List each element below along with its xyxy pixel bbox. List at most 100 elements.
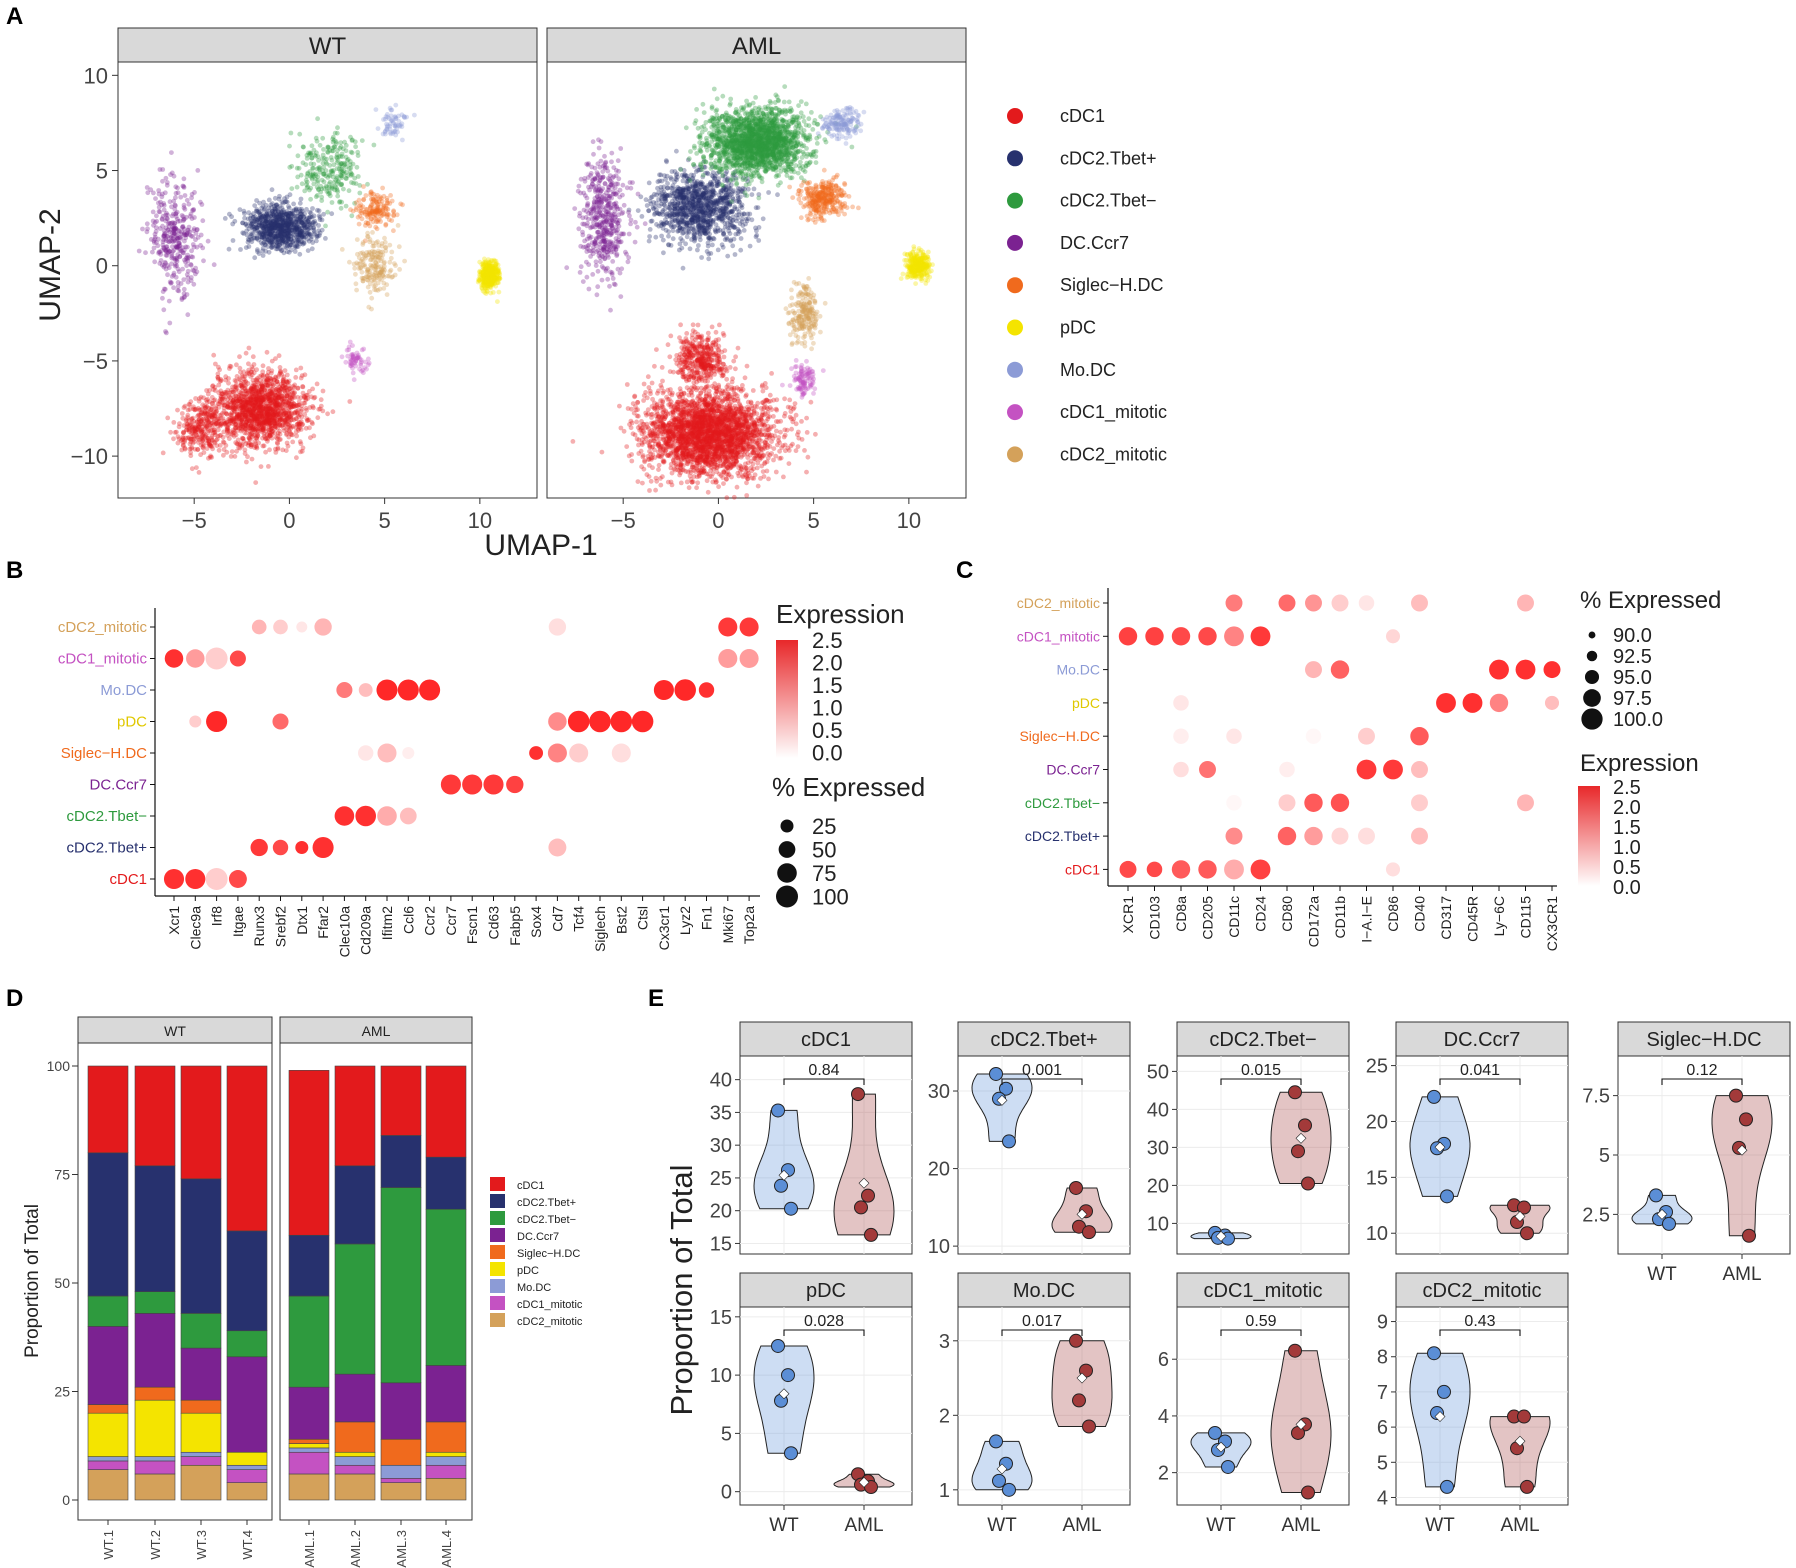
umap-point	[264, 373, 270, 379]
umap-point	[343, 148, 349, 154]
umap-point	[300, 421, 305, 427]
umap-point	[250, 412, 256, 418]
umap-point	[249, 434, 255, 440]
umap-point	[363, 223, 368, 228]
umap-point	[165, 272, 170, 278]
umap-point	[265, 412, 271, 418]
umap-point	[274, 420, 280, 425]
umap-point	[297, 251, 303, 257]
y-tick-label: 0	[96, 254, 108, 279]
umap-point	[253, 387, 258, 393]
umap-point	[282, 239, 288, 245]
umap-point	[245, 400, 251, 405]
umap-point	[252, 402, 258, 408]
umap-point	[492, 270, 498, 276]
umap-point	[238, 382, 244, 388]
umap-point	[175, 440, 181, 446]
umap-point	[223, 390, 229, 395]
umap-point	[678, 480, 684, 486]
umap-point	[239, 443, 245, 449]
umap-point	[268, 427, 274, 433]
umap-point	[259, 389, 265, 395]
umap-point	[260, 421, 266, 426]
umap-point	[291, 401, 297, 407]
umap-point	[144, 221, 150, 227]
umap-point	[485, 267, 490, 272]
umap-point	[184, 263, 190, 268]
umap-point	[286, 434, 292, 440]
umap-point	[169, 261, 175, 267]
umap-point	[225, 387, 231, 393]
umap-point	[293, 375, 299, 380]
umap-point	[253, 443, 259, 449]
umap-point	[303, 425, 309, 431]
umap-point	[366, 252, 371, 258]
umap-point	[412, 112, 417, 118]
umap-point	[330, 409, 336, 415]
umap-point	[172, 206, 178, 212]
umap-point	[290, 231, 295, 237]
umap-point	[232, 406, 238, 412]
umap-point	[329, 211, 335, 217]
umap-point	[179, 411, 185, 416]
umap-point	[211, 398, 217, 403]
umap-point	[254, 412, 259, 418]
umap-point	[226, 416, 231, 422]
y-tick-label: −10	[71, 444, 108, 469]
umap-point	[308, 196, 313, 202]
umap-point	[223, 410, 229, 416]
umap-point	[349, 180, 354, 185]
umap-point	[179, 447, 185, 453]
umap-point	[284, 403, 290, 408]
umap-point	[240, 397, 246, 403]
umap-point	[226, 422, 231, 428]
umap-point	[219, 396, 225, 402]
umap-point	[349, 150, 355, 156]
umap-point	[175, 252, 181, 258]
umap-point	[190, 242, 196, 247]
umap-point	[339, 354, 345, 360]
umap-point	[280, 447, 286, 453]
umap-point	[226, 376, 231, 381]
umap-point	[184, 197, 190, 203]
umap-point	[230, 389, 236, 395]
umap-point	[305, 230, 311, 236]
umap-point	[314, 138, 320, 144]
umap-point	[272, 377, 277, 383]
umap-point	[198, 427, 204, 433]
umap-point	[294, 433, 299, 439]
umap-point	[185, 268, 191, 274]
umap-point	[264, 349, 270, 355]
umap-point	[398, 201, 404, 207]
umap-point	[173, 274, 179, 280]
facet-label-wt: WT	[309, 33, 347, 60]
umap-point	[349, 172, 355, 178]
umap-point	[771, 457, 776, 463]
umap-point	[248, 369, 254, 375]
umap-point	[190, 424, 196, 430]
umap-point	[373, 107, 379, 112]
umap-point	[260, 405, 266, 410]
umap-point	[180, 214, 186, 220]
umap-point	[243, 410, 249, 416]
umap-point	[292, 395, 297, 400]
umap-point	[267, 409, 273, 414]
umap-point	[347, 259, 352, 265]
umap-point	[383, 221, 389, 227]
umap-point	[298, 223, 304, 229]
umap-point	[282, 420, 287, 425]
umap-point	[200, 218, 206, 224]
umap-point	[215, 376, 221, 382]
umap-point	[264, 396, 270, 402]
umap-point	[162, 286, 167, 292]
umap-point	[251, 403, 257, 409]
umap-point	[144, 185, 150, 190]
umap-point	[269, 417, 275, 423]
umap-point	[261, 396, 267, 402]
x-tick-label: 5	[379, 508, 391, 533]
umap-point	[308, 210, 314, 216]
umap-point	[259, 398, 265, 404]
umap-point	[203, 404, 209, 410]
umap-point	[281, 376, 286, 382]
